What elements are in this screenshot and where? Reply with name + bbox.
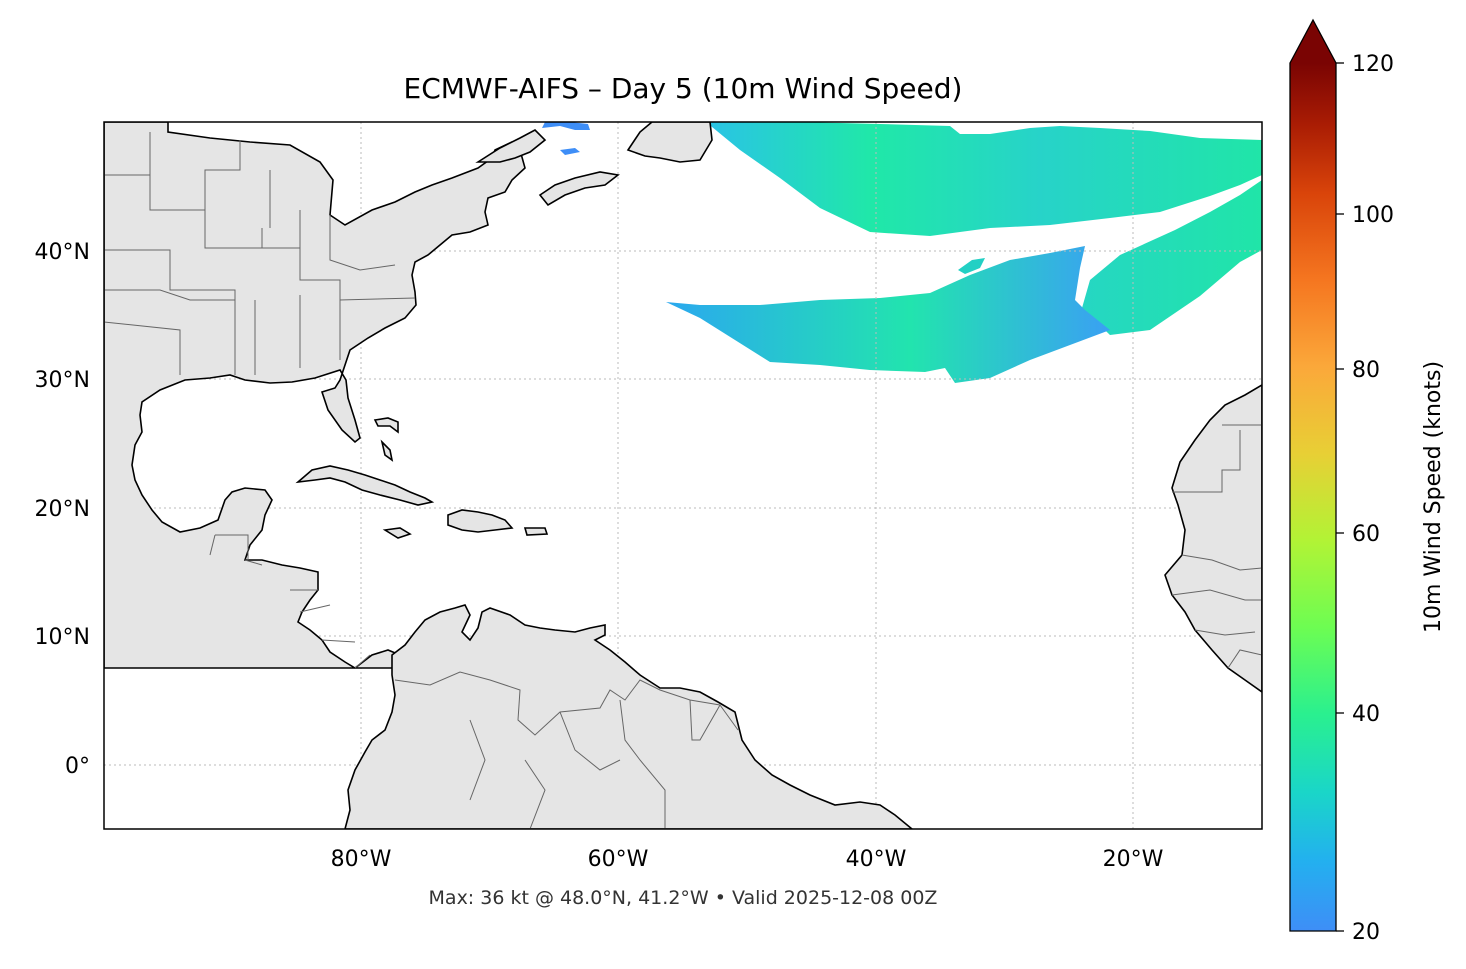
colorbar-tick: 20 [1352, 920, 1380, 945]
colorbar-gradient [1290, 63, 1336, 931]
colorbar: 20 40 60 80 100 120 10m Wind Speed (knot… [1289, 18, 1446, 945]
wind-field-north-band [706, 122, 1262, 335]
land-jamaica [382, 527, 412, 539]
land-puerto-rico [523, 527, 549, 536]
land-cuba [295, 465, 435, 506]
colorbar-ticks [1336, 62, 1344, 932]
land-south-america [344, 604, 914, 829]
lon-tick: 20°W [1103, 847, 1164, 872]
lat-tick: 10°N [35, 625, 90, 650]
colorbar-extend-arrow [1290, 20, 1336, 63]
land-newfoundland [626, 122, 713, 163]
colorbar-tick: 80 [1352, 358, 1380, 383]
lon-tick: 40°W [846, 847, 907, 872]
gridlines [104, 122, 1262, 829]
land-gaspe [475, 129, 547, 163]
colorbar-tick: 120 [1352, 52, 1394, 77]
map-frame [103, 121, 1263, 830]
land-nova-scotia [538, 171, 620, 207]
land-bahamas [373, 417, 399, 462]
lon-tick: 80°W [331, 847, 392, 872]
lat-tick: 0° [65, 754, 90, 779]
colorbar-frame [1289, 18, 1337, 932]
colorbar-tick: 60 [1352, 522, 1380, 547]
colorbar-tick: 100 [1352, 203, 1394, 228]
colorbar-tick-labels: 20 40 60 80 100 120 [1352, 52, 1394, 945]
map-panel [104, 122, 1262, 829]
lat-tick: 30°N [35, 368, 90, 393]
lon-tick-labels: 80°W 60°W 40°W 20°W [331, 847, 1164, 872]
lat-tick: 40°N [35, 240, 90, 265]
wind-field-patch [958, 258, 985, 274]
colorbar-tick: 40 [1352, 702, 1380, 727]
map-title: ECMWF-AIFS – Day 5 (10m Wind Speed) [404, 72, 963, 105]
footer-info: Max: 36 kt @ 48.0°N, 41.2°W • Valid 2025… [429, 887, 938, 909]
wind-field-central-band [666, 246, 1110, 383]
state-borders [104, 132, 1262, 829]
land-hispaniola [447, 509, 514, 533]
lat-tick-labels: 40°N 30°N 20°N 10°N 0° [35, 240, 90, 779]
lat-tick: 20°N [35, 497, 90, 522]
lon-tick: 60°W [588, 847, 649, 872]
colorbar-label: 10m Wind Speed (knots) [1421, 361, 1446, 633]
wind-field-gulf-patch [542, 122, 590, 155]
